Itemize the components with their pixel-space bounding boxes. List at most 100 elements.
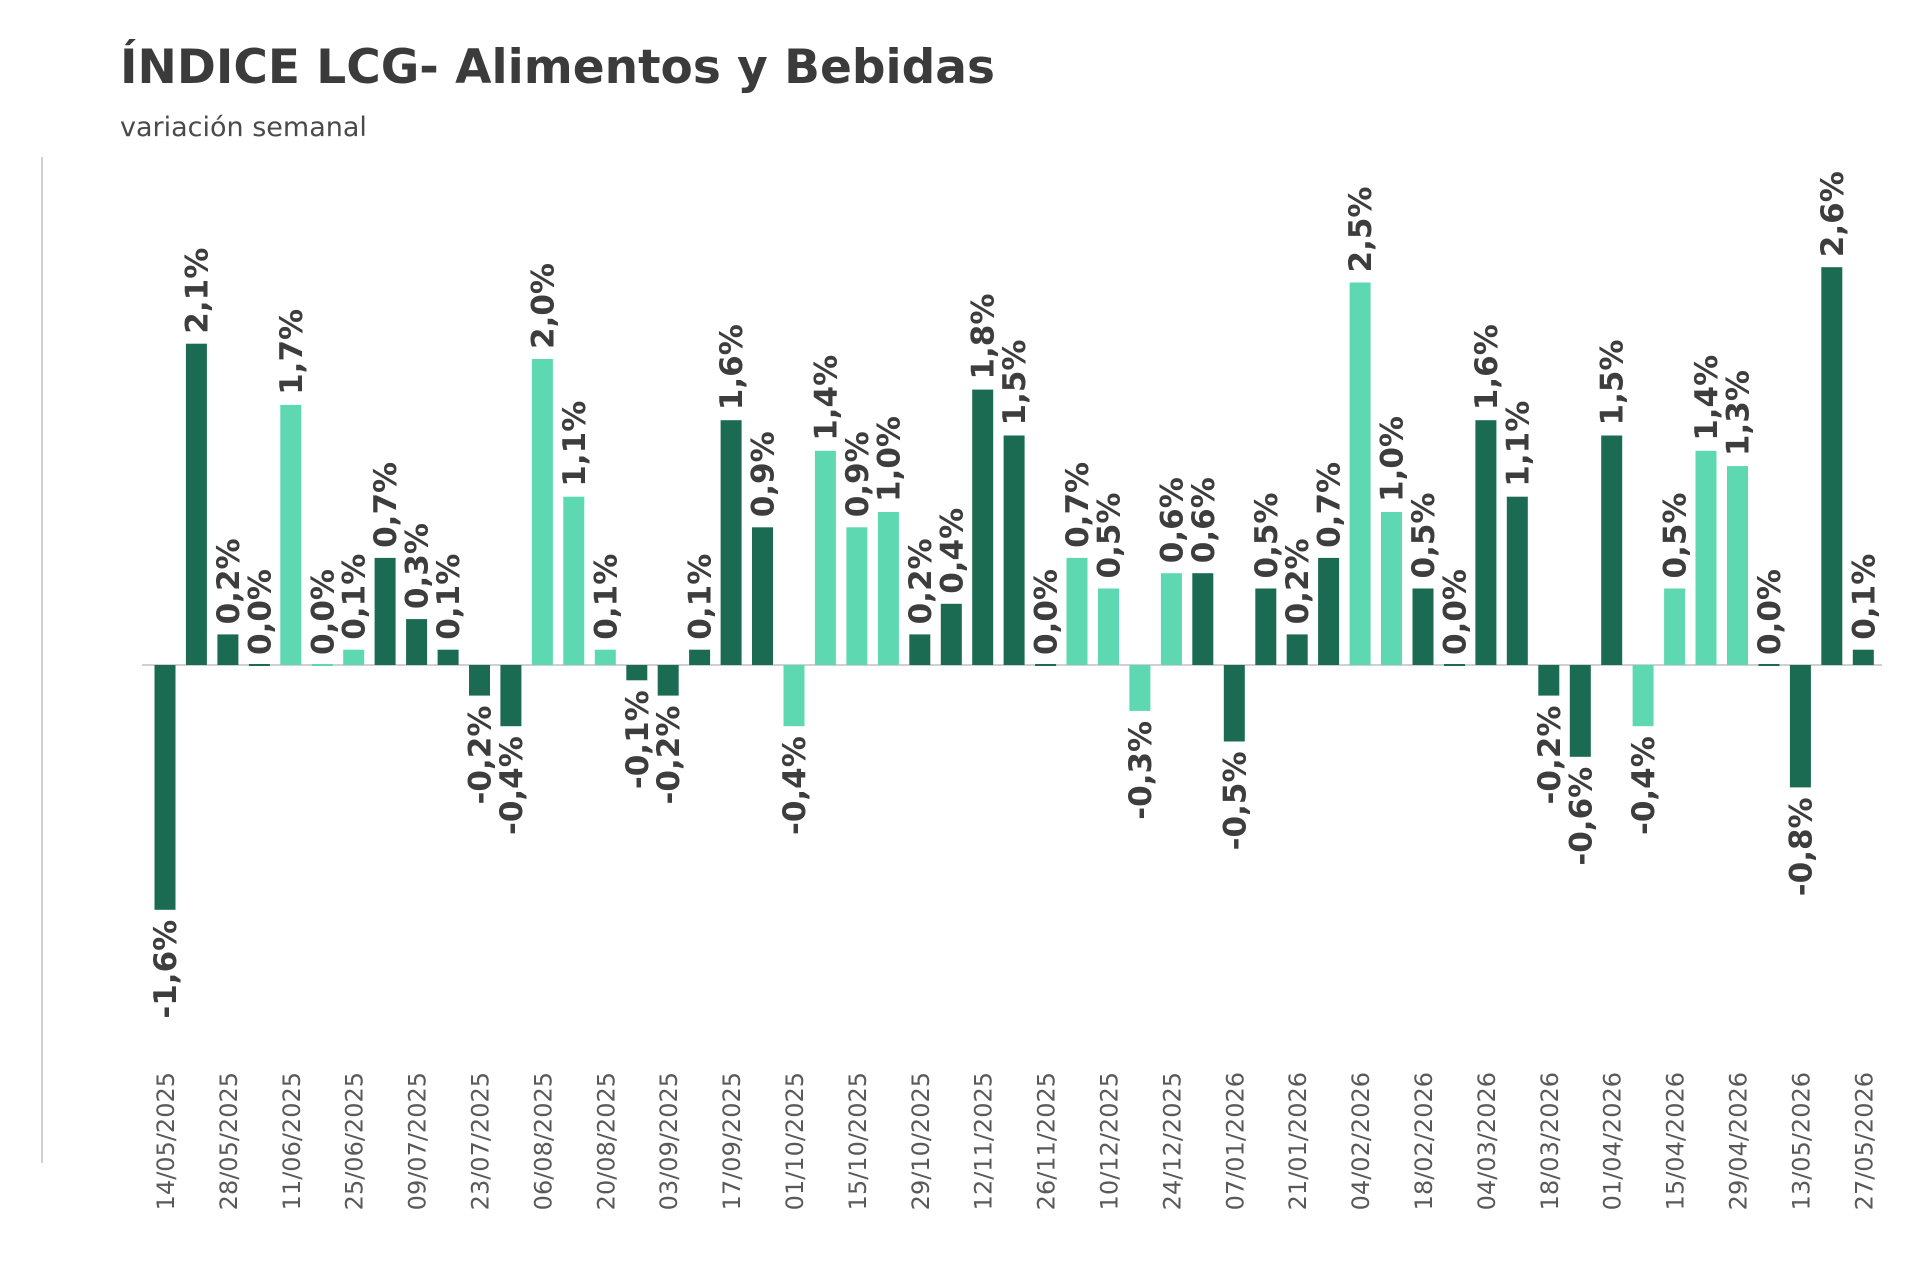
bar [1852, 649, 1874, 665]
data-label: 0,1% [683, 554, 719, 640]
data-label: 1,6% [714, 324, 750, 410]
x-tick-label: 23/07/2025 [467, 1072, 495, 1210]
data-label: 0,2% [211, 538, 247, 624]
data-label: -0,2% [463, 706, 499, 805]
bar [909, 634, 931, 665]
x-tick-label: 09/07/2025 [404, 1072, 432, 1210]
x-tick-label: 20/08/2025 [592, 1072, 620, 1210]
x-tick-label: 04/02/2026 [1347, 1072, 1375, 1210]
bar [1506, 496, 1528, 665]
bar [469, 665, 490, 696]
x-tick-label: 24/12/2025 [1158, 1072, 1186, 1210]
data-label: 0,5% [1406, 493, 1442, 579]
data-label: 2,1% [179, 248, 215, 334]
data-label: 2,6% [1815, 171, 1851, 257]
data-label: 1,4% [808, 355, 844, 441]
bar [1758, 664, 1780, 666]
bar [1066, 557, 1088, 665]
data-label: 0,3% [400, 523, 436, 609]
data-label: 1,0% [871, 416, 907, 502]
bar [1569, 665, 1591, 757]
bar [1098, 588, 1119, 665]
bar [1538, 665, 1560, 696]
bar [689, 649, 711, 665]
data-label: 0,7% [368, 462, 404, 548]
data-label: 1,4% [1689, 355, 1725, 441]
bar [940, 603, 962, 665]
bar [1349, 282, 1371, 665]
bar [1412, 588, 1434, 665]
bar [626, 665, 648, 681]
bar [846, 527, 868, 665]
data-label: 0,2% [903, 538, 939, 624]
x-tick-label: 21/01/2026 [1284, 1072, 1312, 1210]
x-tick-label: 04/03/2026 [1473, 1072, 1501, 1210]
chart-title: ÍNDICE LCG- Alimentos y Bebidas [120, 40, 995, 95]
x-tick-label: 29/04/2026 [1725, 1072, 1753, 1210]
data-label: 0,9% [840, 431, 876, 517]
data-label: 1,1% [1500, 401, 1536, 487]
bar [720, 420, 742, 665]
data-label: 1,5% [1595, 340, 1631, 426]
bar [1160, 573, 1182, 665]
bar [1664, 588, 1686, 665]
x-tick-label: 29/10/2025 [907, 1072, 935, 1210]
bar [1475, 420, 1497, 665]
bar [1601, 435, 1623, 665]
data-label: -0,4% [777, 736, 813, 835]
x-tick-label: 15/04/2026 [1662, 1072, 1690, 1210]
x-tick-label: 25/06/2025 [341, 1072, 369, 1210]
bar [217, 634, 239, 665]
bar [531, 359, 553, 665]
bar [1821, 267, 1843, 665]
bar [1035, 664, 1057, 666]
data-label: 0,0% [242, 569, 278, 655]
bar [1003, 435, 1025, 665]
x-tick-label: 18/03/2026 [1536, 1072, 1564, 1210]
bar [1223, 665, 1245, 742]
bar [1789, 665, 1811, 788]
x-tick-label: 15/10/2025 [844, 1072, 872, 1210]
bar [374, 557, 396, 665]
data-label: 0,7% [1060, 462, 1096, 548]
data-label: 0,1% [337, 554, 373, 640]
bar [1318, 557, 1340, 665]
bar [437, 649, 459, 665]
x-tick-label: 07/01/2026 [1221, 1072, 1249, 1210]
bar [500, 665, 522, 727]
data-label: -1,6% [148, 920, 184, 1019]
data-label: -0,5% [1217, 752, 1253, 851]
x-tick-label: 06/08/2025 [529, 1072, 557, 1210]
data-label: 0,1% [1846, 554, 1882, 640]
bar [752, 527, 773, 665]
data-label: 1,0% [1375, 416, 1411, 502]
data-label: 0,6% [1186, 477, 1222, 563]
x-tick-label: 01/10/2025 [781, 1072, 809, 1210]
data-label: 1,8% [966, 294, 1002, 380]
bar [1129, 665, 1151, 711]
data-label: 1,3% [1721, 370, 1757, 456]
data-label: 0,0% [305, 569, 341, 655]
data-label: 0,5% [1249, 493, 1285, 579]
data-label: -0,2% [651, 706, 687, 805]
x-tick-label: 26/11/2025 [1033, 1072, 1061, 1210]
bar [814, 450, 836, 665]
chart-subtitle: variación semanal [120, 112, 367, 143]
bar [594, 649, 616, 665]
bar [972, 389, 994, 665]
bar [877, 512, 899, 665]
bar [185, 343, 207, 665]
x-tick-label: 28/05/2025 [215, 1072, 243, 1210]
data-label: -0,3% [1123, 721, 1159, 820]
data-label: -0,1% [620, 690, 656, 789]
data-label: 2,5% [1343, 187, 1379, 273]
data-label: 2,0% [525, 263, 561, 349]
data-label: -0,4% [1626, 736, 1662, 835]
x-tick-label: 13/05/2026 [1787, 1072, 1815, 1210]
bar [1381, 512, 1402, 665]
bar [1444, 664, 1465, 666]
bar [406, 619, 428, 665]
data-label: -0,4% [494, 736, 530, 835]
x-tick-label: 27/05/2026 [1850, 1072, 1878, 1210]
